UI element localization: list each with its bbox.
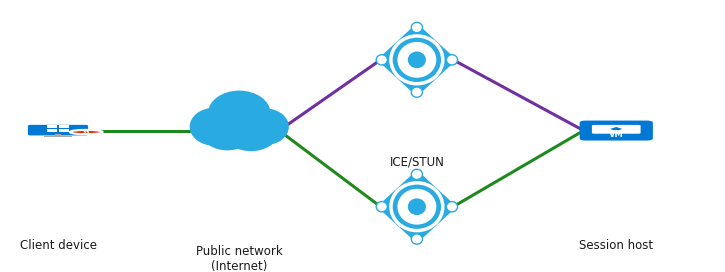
- Ellipse shape: [376, 202, 387, 212]
- Ellipse shape: [407, 51, 426, 68]
- Ellipse shape: [407, 198, 426, 215]
- Text: VM: VM: [609, 131, 624, 140]
- FancyBboxPatch shape: [580, 120, 652, 141]
- Ellipse shape: [225, 118, 277, 151]
- Ellipse shape: [397, 189, 436, 225]
- Text: Client device: Client device: [20, 239, 96, 252]
- Bar: [59, 125, 69, 128]
- Text: ICE/STUN: ICE/STUN: [389, 155, 444, 168]
- Bar: [55, 134, 61, 136]
- Ellipse shape: [397, 42, 436, 78]
- Polygon shape: [610, 127, 623, 131]
- Ellipse shape: [411, 87, 423, 97]
- Ellipse shape: [190, 108, 239, 146]
- Bar: [59, 129, 69, 132]
- Ellipse shape: [208, 91, 270, 136]
- Ellipse shape: [411, 234, 423, 244]
- Bar: [47, 125, 57, 128]
- Bar: [44, 136, 72, 137]
- Text: »: »: [82, 126, 91, 138]
- Text: Session host: Session host: [579, 239, 653, 252]
- Ellipse shape: [411, 22, 423, 33]
- Text: Public network
(Internet): Public network (Internet): [196, 245, 283, 272]
- FancyBboxPatch shape: [28, 125, 88, 135]
- Ellipse shape: [411, 169, 423, 180]
- Polygon shape: [377, 170, 457, 243]
- Ellipse shape: [70, 130, 103, 134]
- Polygon shape: [377, 23, 457, 97]
- Ellipse shape: [203, 118, 252, 150]
- Bar: [47, 129, 57, 132]
- Ellipse shape: [447, 55, 457, 65]
- Ellipse shape: [447, 202, 457, 212]
- Ellipse shape: [376, 55, 387, 65]
- FancyBboxPatch shape: [592, 125, 641, 134]
- Ellipse shape: [242, 109, 289, 145]
